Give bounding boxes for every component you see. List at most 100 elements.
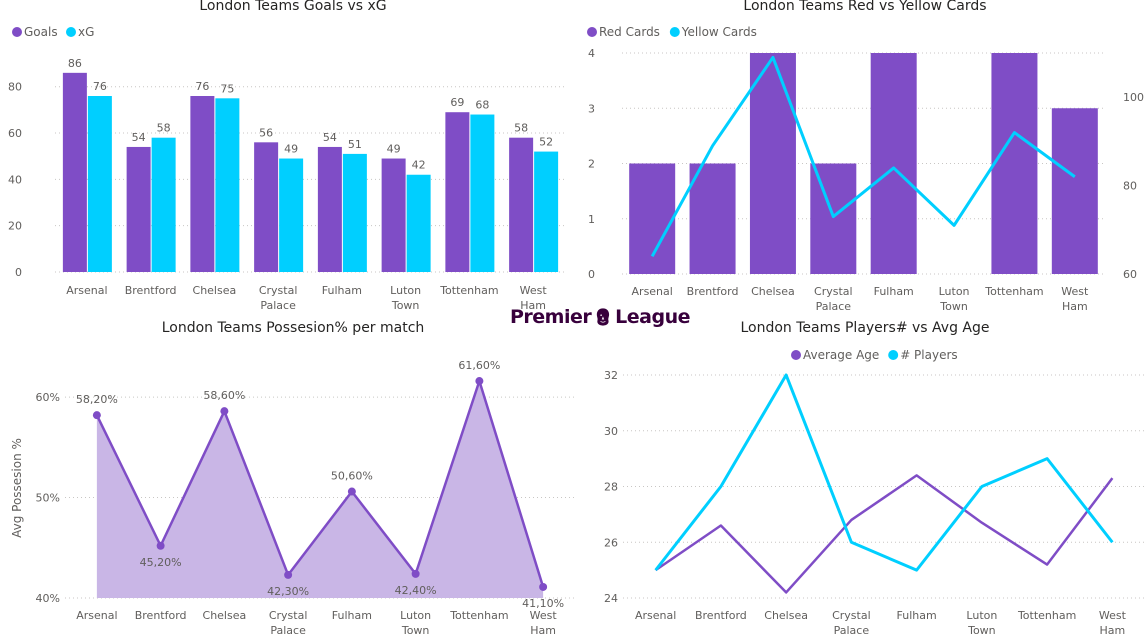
possession-data-label-west-ham: 41,10% (522, 597, 564, 610)
possession-y-tick: 60% (36, 391, 60, 404)
cards-bar-red-cards-brentford (689, 163, 736, 274)
goals-x-tick-arsenal: Arsenal (66, 284, 107, 297)
possession-x-tick-chelsea: Chelsea (203, 609, 247, 622)
cards-bar-red-cards-west-ham (1051, 108, 1098, 274)
goals-legend-xg: xG (78, 25, 94, 39)
goals-legend-marker-xg (66, 27, 76, 37)
possession-x-tick-luton-town: Luton Town (400, 609, 431, 637)
premier-league-logo: Premier League (510, 300, 690, 334)
goals-x-tick-chelsea: Chelsea (193, 284, 237, 297)
goals-bar-goals-luton-town (381, 158, 406, 272)
goals-bar-xg-fulham (342, 153, 367, 272)
possession-point-fulham (347, 487, 356, 496)
goals-bar-goals-fulham (317, 146, 342, 272)
possession-data-label-fulham: 50,60% (331, 470, 373, 483)
goals-bar-goals-chelsea (190, 96, 215, 272)
goals-legend-goals: Goals (24, 25, 58, 39)
possession-x-tick-tottenham: Tottenham (449, 609, 508, 622)
goals-bar-xg-tottenham (470, 114, 495, 273)
goals-data-label-goals-west-ham: 58 (514, 122, 528, 135)
goals-title: London Teams Goals vs xG (199, 0, 386, 14)
possession-y-tick: 40% (36, 592, 60, 605)
players-legend-average-age: Average Age (803, 348, 879, 362)
possession-data-label-arsenal: 58,20% (76, 393, 118, 406)
goals-data-label-goals-fulham: 54 (323, 131, 337, 144)
players-x-tick-fulham: Fulham (897, 609, 937, 622)
possession-line (95, 379, 545, 588)
goals-legend-marker-goals (12, 27, 22, 37)
players-x-tick-chelsea: Chelsea (764, 609, 808, 622)
cards-bar-red-cards-chelsea (749, 53, 796, 274)
possession-data-label-crystal-palace: 42,30% (267, 585, 309, 598)
goals-bar-goals-crystal-palace (254, 142, 279, 272)
players-x-tick-luton-town: Luton Town (966, 609, 997, 637)
players-line-players (654, 373, 1114, 572)
possession-data-label-luton-town: 42,40% (395, 584, 437, 597)
goals-data-label-xg-west-ham: 52 (539, 136, 553, 149)
cards-legend-red-cards: Red Cards (599, 25, 660, 39)
goals-data-label-goals-tottenham: 69 (450, 96, 464, 109)
goals-data-label-xg-chelsea: 75 (220, 82, 234, 95)
cards-y-tick: 3 (588, 102, 595, 115)
players-vs-age-chart: London Teams Players# vs Avg Age Average … (604, 320, 1145, 637)
players-legend-players: # Players (900, 348, 957, 362)
goals-data-label-xg-arsenal: 76 (93, 80, 107, 93)
goals-x-tick-brentford: Brentford (125, 284, 177, 297)
cards-y2-tick: 80 (1123, 180, 1137, 193)
possession-point-luton-town (411, 569, 420, 578)
goals-y-tick: 80 (8, 81, 22, 94)
goals-bar-xg-brentford (151, 137, 176, 272)
cards-y-tick: 2 (588, 158, 595, 171)
players-x-tick-tottenham: Tottenham (1017, 609, 1076, 622)
possession-point-chelsea (220, 407, 229, 416)
goals-y-tick: 40 (8, 173, 22, 186)
cards-x-tick-brentford: Brentford (687, 285, 739, 298)
cards-x-tick-luton-town: Luton Town (939, 285, 970, 313)
cards-bar-red-cards-tottenham (991, 53, 1038, 274)
players-title: London Teams Players# vs Avg Age (740, 320, 989, 336)
cards-line-yellow-cards (650, 55, 1076, 258)
goals-bar-xg-arsenal (87, 96, 112, 272)
possession-point-arsenal (92, 411, 101, 420)
goals-x-tick-crystal-palace: Crystal Palace (259, 284, 298, 312)
players-legend-marker-average-age (791, 350, 801, 360)
cards-x-tick-chelsea: Chelsea (751, 285, 795, 298)
possession-point-west-ham (539, 582, 548, 591)
goals-x-tick-luton-town: Luton Town (390, 284, 421, 312)
possession-data-label-tottenham: 61,60% (458, 359, 500, 372)
cards-y-tick: 0 (588, 268, 595, 281)
goals-data-label-xg-tottenham: 68 (475, 99, 489, 112)
players-x-tick-west-ham: West Ham (1099, 609, 1127, 637)
goals-y-tick: 0 (15, 266, 22, 279)
goals-bar-xg-chelsea (215, 98, 240, 272)
goals-data-label-goals-crystal-palace: 56 (259, 126, 273, 139)
goals-bar-goals-brentford (126, 146, 151, 272)
cards-bar-red-cards-crystal-palace (810, 163, 857, 274)
cards-y-tick: 4 (588, 47, 595, 60)
cards-x-tick-fulham: Fulham (874, 285, 914, 298)
goals-x-tick-west-ham: West Ham (520, 284, 548, 312)
goals-data-label-xg-luton-town: 42 (412, 159, 426, 172)
goals-data-label-goals-luton-town: 49 (387, 143, 401, 156)
red-vs-yellow-cards-chart: London Teams Red vs Yellow Cards Red Card… (587, 0, 1144, 313)
possession-x-tick-arsenal: Arsenal (76, 609, 117, 622)
possession-x-tick-crystal-palace: Crystal Palace (269, 609, 308, 637)
cards-x-tick-tottenham: Tottenham (984, 285, 1043, 298)
cards-y-tick: 1 (588, 213, 595, 226)
goals-data-label-xg-brentford: 58 (157, 122, 171, 135)
players-y-tick: 30 (604, 425, 618, 438)
goals-bar-goals-tottenham (445, 112, 470, 272)
players-line-average-age (654, 474, 1114, 594)
goals-bar-xg-luton-town (406, 174, 431, 272)
goals-y-tick: 60 (8, 127, 22, 140)
possession-x-tick-west-ham: West Ham (530, 609, 558, 637)
cards-y2-tick: 60 (1123, 268, 1137, 281)
goals-bar-xg-crystal-palace (279, 158, 304, 272)
possession-point-tottenham (475, 377, 484, 386)
goals-bar-goals-arsenal (62, 72, 87, 272)
goals-data-label-goals-arsenal: 86 (68, 57, 82, 70)
players-y-tick: 24 (604, 592, 618, 605)
cards-x-tick-arsenal: Arsenal (632, 285, 673, 298)
cards-legend-marker-red-cards (587, 27, 597, 37)
goals-data-label-xg-fulham: 51 (348, 138, 362, 151)
